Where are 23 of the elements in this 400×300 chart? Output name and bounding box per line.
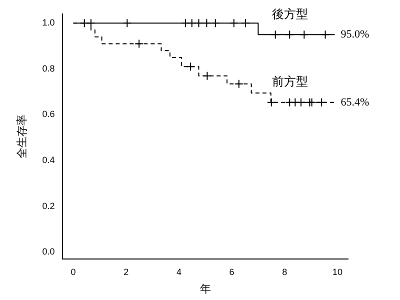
x-tick-label: 4 — [176, 266, 182, 277]
x-tick-label: 8 — [282, 266, 288, 277]
x-tick-label: 10 — [332, 266, 342, 277]
y-axis-title: 全生存率 — [16, 114, 29, 158]
series-label: 後方型 — [272, 6, 308, 21]
point — [266, 98, 276, 107]
x-tick-label: 6 — [229, 266, 234, 277]
y-tick-label: 0.0 — [42, 246, 55, 257]
x-axis-title: 年 — [200, 283, 211, 296]
point — [234, 79, 244, 88]
point — [134, 39, 144, 48]
point — [305, 98, 314, 107]
y-tick-label: 0.6 — [42, 109, 55, 120]
point — [307, 98, 316, 107]
series-label: 前方型 — [272, 74, 308, 89]
x-tick-label: 0 — [70, 266, 76, 277]
annotation: 95.0% — [340, 28, 370, 40]
y-tick-label: 0.2 — [42, 200, 55, 211]
annotation: 65.4% — [340, 96, 370, 108]
y-tick-label: 0.4 — [42, 155, 55, 166]
y-tick-label: 0.8 — [42, 63, 55, 74]
x-tick-label: 2 — [124, 266, 129, 277]
y-tick-label: 1.0 — [42, 18, 55, 28]
